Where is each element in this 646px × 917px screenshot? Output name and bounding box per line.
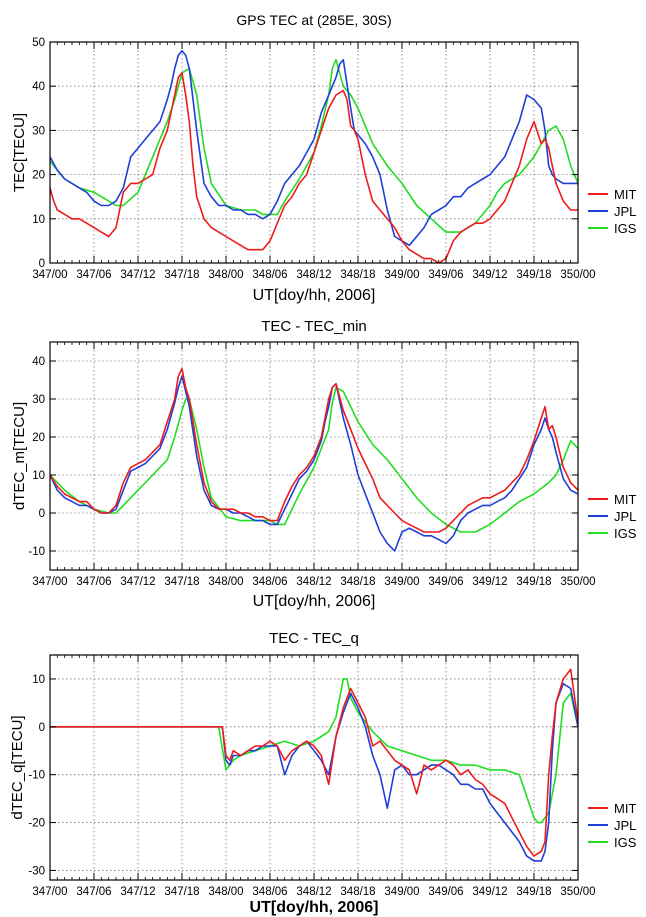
legend-label-igs: IGS: [614, 835, 637, 850]
y-tick-label: 40: [32, 81, 45, 93]
legend-label-jpl: JPL: [614, 509, 636, 524]
series-line-jpl: [50, 682, 578, 862]
y-tick-label: 40: [32, 356, 45, 368]
x-tick-label: 347/00: [32, 576, 67, 588]
x-tick-label: 347/06: [76, 886, 111, 898]
x-tick-label: 348/12: [296, 886, 331, 898]
x-tick-label: 350/00: [560, 269, 595, 281]
chart-panel-2: TEC - TEC_min 347/00 347/06 347/12 347/18 348…: [11, 318, 637, 610]
x-tick-label: 349/06: [428, 576, 463, 588]
y-tick-label: 30: [32, 125, 45, 137]
x-tick-label: 349/06: [428, 886, 463, 898]
x-axis-label: UT[doy/hh, 2006]: [250, 899, 379, 916]
legend-label-mit: MIT: [614, 492, 636, 507]
x-tick-label: 348/18: [340, 576, 375, 588]
x-tick-label: 349/18: [516, 269, 551, 281]
legend-label-jpl: JPL: [614, 818, 636, 833]
x-tick-label: 347/12: [120, 576, 155, 588]
x-tick-label: 348/06: [252, 886, 287, 898]
x-tick-label: 349/18: [516, 886, 551, 898]
x-tick-label: 348/18: [340, 269, 375, 281]
y-tick-label: 20: [32, 170, 45, 182]
series-line-mit: [50, 367, 578, 533]
grid: [50, 655, 578, 880]
series-line-jpl: [50, 375, 578, 552]
y-axis-label: dTEC_m[TECU]: [11, 402, 28, 510]
x-tick-label: 347/00: [32, 269, 67, 281]
chart-panel-3: TEC - TEC_q 347/00 347/06 347/12 347/18 348/0…: [9, 630, 637, 916]
y-tick-label: -10: [28, 770, 45, 782]
y-tick-label: -30: [28, 865, 45, 877]
y-tick-label: 0: [39, 258, 45, 270]
x-tick-label: 347/00: [32, 886, 67, 898]
x-tick-label: 349/06: [428, 269, 463, 281]
x-tick-label: 347/12: [120, 269, 155, 281]
grid: [50, 42, 578, 263]
x-tick-label: 348/00: [208, 886, 243, 898]
legend-label-igs: IGS: [614, 526, 637, 541]
x-tick-label: 349/12: [472, 886, 507, 898]
x-tick-label: 349/00: [384, 269, 419, 281]
x-tick-label: 348/12: [296, 576, 331, 588]
x-tick-label: 348/06: [252, 576, 287, 588]
y-tick-label: -20: [28, 818, 45, 830]
x-tick-label: 350/00: [560, 576, 595, 588]
x-tick-label: 349/18: [516, 576, 551, 588]
chart-title: TEC - TEC_min: [261, 318, 367, 335]
series-line-jpl: [50, 49, 578, 247]
legend-label-mit: MIT: [614, 801, 636, 816]
y-tick-label: 10: [32, 674, 45, 686]
legend: MIT JPL IGS: [588, 801, 637, 850]
legend: MIT JPL IGS: [588, 187, 637, 236]
x-tick-label: 347/18: [164, 576, 199, 588]
x-tick-label: 348/18: [340, 886, 375, 898]
y-tick-label: 10: [32, 214, 45, 226]
x-tick-label: 348/00: [208, 576, 243, 588]
legend-label-jpl: JPL: [614, 204, 636, 219]
x-tick-label: 347/06: [76, 269, 111, 281]
x-tick-label: 349/12: [472, 576, 507, 588]
chart-title: TEC - TEC_q: [269, 630, 359, 647]
y-tick-label: 50: [32, 37, 45, 49]
y-tick-label: 30: [32, 394, 45, 406]
x-tick-label: 349/12: [472, 269, 507, 281]
legend: MIT JPL IGS: [588, 492, 637, 541]
x-axis-label: UT[doy/hh, 2006]: [253, 593, 376, 610]
x-tick-label: 349/00: [384, 576, 419, 588]
y-tick-label: 0: [39, 722, 45, 734]
x-tick-label: 347/18: [164, 886, 199, 898]
x-tick-label: 348/06: [252, 269, 287, 281]
series-line-mit: [50, 72, 578, 263]
x-tick-label: 349/00: [384, 886, 419, 898]
x-tick-label: 347/12: [120, 886, 155, 898]
y-tick-label: 10: [32, 470, 45, 482]
x-tick-label: 348/12: [296, 269, 331, 281]
y-axis-label: dTEC_q[TECU]: [9, 715, 26, 819]
grid: [50, 342, 578, 570]
y-tick-label: 20: [32, 432, 45, 444]
x-tick-label: 350/00: [560, 886, 595, 898]
series-line-igs: [50, 58, 578, 233]
legend-label-igs: IGS: [614, 221, 637, 236]
x-axis-label: UT[doy/hh, 2006]: [253, 287, 376, 304]
series-line-igs: [50, 386, 578, 533]
y-tick-label: -10: [28, 546, 45, 558]
x-tick-label: 348/00: [208, 269, 243, 281]
x-tick-label: 347/18: [164, 269, 199, 281]
legend-label-mit: MIT: [614, 187, 636, 202]
chart-title: GPS TEC at (285E, 30S): [236, 12, 391, 28]
series-line-mit: [50, 668, 578, 857]
y-axis-label: TEC[TECU]: [11, 113, 28, 192]
y-tick-label: 0: [39, 508, 45, 520]
x-tick-label: 347/06: [76, 576, 111, 588]
chart-panel-1: GPS TEC at (285E, 30S) 347/00 347/06 347/12…: [11, 12, 637, 304]
